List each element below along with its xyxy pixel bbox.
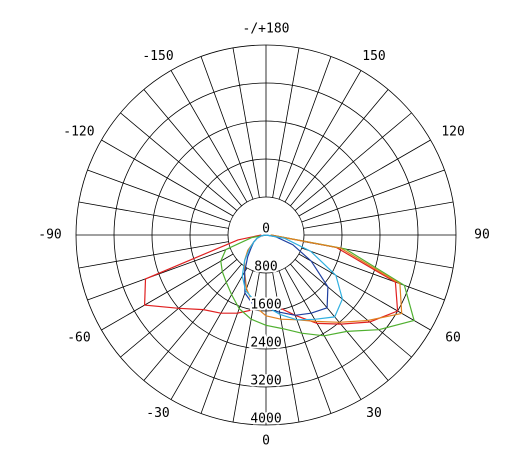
grid-spoke xyxy=(290,89,389,207)
angle-label: -90 xyxy=(38,228,61,243)
grid-spoke xyxy=(232,47,260,198)
grid-spoke xyxy=(101,253,234,331)
angle-label: 90 xyxy=(474,228,490,243)
grid-spoke xyxy=(284,267,362,400)
r-tick-label: 3200 xyxy=(250,374,281,389)
r-tick-label: 0 xyxy=(262,222,270,237)
angle-label: 150 xyxy=(362,49,385,64)
angle-label: 0 xyxy=(262,434,270,449)
grid-spoke xyxy=(170,267,248,400)
angle-label: -/+180 xyxy=(243,22,290,37)
curve xyxy=(220,234,415,337)
r-tick-label: 1600 xyxy=(250,298,281,313)
grid-spoke xyxy=(278,56,332,200)
grid-spoke xyxy=(143,89,242,207)
r-tick-label: 2400 xyxy=(250,336,281,351)
r-tick-label: 800 xyxy=(254,260,277,275)
grid-spoke xyxy=(78,241,229,269)
angle-label: 60 xyxy=(445,331,461,346)
grid-spoke xyxy=(78,201,229,229)
grid-spoke xyxy=(303,201,454,229)
grid-spoke xyxy=(170,70,248,203)
angle-label: -30 xyxy=(146,406,169,421)
grid-spoke xyxy=(284,70,362,203)
grid-spoke xyxy=(87,169,231,223)
grid-spoke xyxy=(143,263,242,381)
curve xyxy=(241,234,344,321)
angle-label: 30 xyxy=(366,406,382,421)
grid-spoke xyxy=(301,247,445,301)
grid-spoke xyxy=(278,270,332,414)
angle-label: -150 xyxy=(142,49,173,64)
grid-spoke xyxy=(298,253,431,331)
grid-spoke xyxy=(87,247,231,301)
grid-spoke xyxy=(298,139,431,217)
grid-spoke xyxy=(294,259,412,358)
grid-spoke xyxy=(200,56,254,200)
r-tick-label: 4000 xyxy=(250,412,281,427)
grid-spoke xyxy=(200,270,254,414)
grid-spoke xyxy=(272,272,300,423)
grid-spoke xyxy=(294,112,412,211)
grid-spoke xyxy=(120,112,238,211)
grid-spoke xyxy=(232,272,260,423)
angle-label: 120 xyxy=(441,125,464,140)
grid-spoke xyxy=(301,169,445,223)
grid-spoke xyxy=(101,139,234,217)
angle-label: -60 xyxy=(67,331,90,346)
angle-label: -120 xyxy=(63,125,94,140)
grid-spoke xyxy=(272,47,300,198)
